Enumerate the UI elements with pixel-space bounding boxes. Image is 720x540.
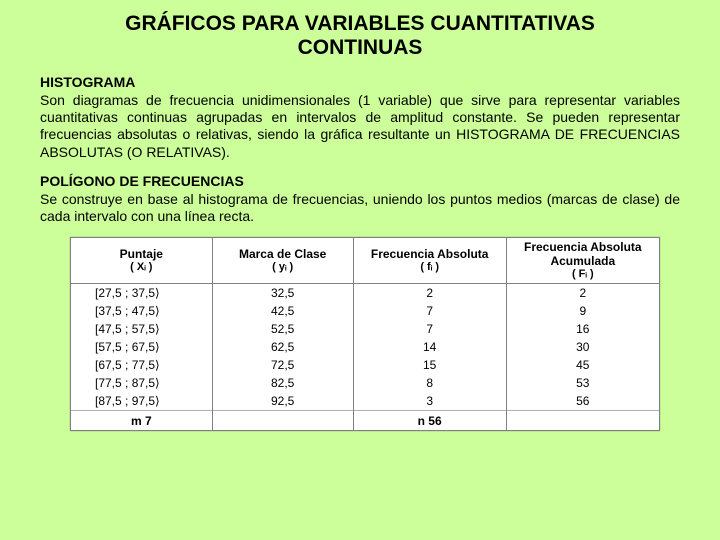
table-cell: 72,5 [212, 356, 353, 374]
col-header-puntaje: Puntaje ( Xᵢ ) [71, 238, 212, 284]
table-cell: 9 [506, 302, 659, 320]
section-heading: HISTOGRAMA [40, 74, 680, 90]
table-cell: 7 [353, 302, 506, 320]
table-cell: [57,5 ; 67,5⟩ [71, 338, 212, 356]
title-line-2: CONTINUAS [298, 36, 423, 59]
table-header-row: Puntaje ( Xᵢ ) Marca de Clase ( yᵢ ) Fre… [71, 238, 659, 284]
table-cell: [37,5 ; 47,5⟩ [71, 302, 212, 320]
section-histograma: HISTOGRAMA Son diagramas de frecuencia u… [40, 74, 680, 160]
section-body: Son diagramas de frecuencia unidimension… [40, 92, 680, 160]
table-cell: 62,5 [212, 338, 353, 356]
table-cell: 2 [353, 283, 506, 302]
section-poligono: POLÍGONO DE FRECUENCIAS Se construye en … [40, 173, 680, 225]
table-row: [37,5 ; 47,5⟩42,579 [71, 302, 659, 320]
page-title: GRÁFICOS PARA VARIABLES CUANTITATIVAS CO… [40, 12, 680, 60]
section-heading: POLÍGONO DE FRECUENCIAS [40, 173, 680, 189]
footer-n: n 56 [353, 410, 506, 430]
col-header-marca: Marca de Clase ( yᵢ ) [212, 238, 353, 284]
table-cell: 42,5 [212, 302, 353, 320]
table-cell: [27,5 ; 37,5⟩ [71, 283, 212, 302]
footer-m: m 7 [71, 410, 212, 430]
table-cell: 45 [506, 356, 659, 374]
table-cell: 8 [353, 374, 506, 392]
table-cell: [47,5 ; 57,5⟩ [71, 320, 212, 338]
table-cell: 30 [506, 338, 659, 356]
table-cell: 32,5 [212, 283, 353, 302]
table-cell: 2 [506, 283, 659, 302]
col-header-frec-abs: Frecuencia Absoluta ( fᵢ ) [353, 238, 506, 284]
table-cell: 56 [506, 392, 659, 411]
table-cell: [87,5 ; 97,5⟩ [71, 392, 212, 411]
table-cell: 15 [353, 356, 506, 374]
table-cell: 7 [353, 320, 506, 338]
table-footer-row: m 7 n 56 [71, 410, 659, 430]
table-cell: [67,5 ; 77,5⟩ [71, 356, 212, 374]
table-row: [57,5 ; 67,5⟩62,51430 [71, 338, 659, 356]
title-line-1: GRÁFICOS PARA VARIABLES CUANTITATIVAS [125, 12, 595, 35]
frequency-table-container: Puntaje ( Xᵢ ) Marca de Clase ( yᵢ ) Fre… [70, 237, 660, 431]
table-row: [67,5 ; 77,5⟩72,51545 [71, 356, 659, 374]
table-row: [77,5 ; 87,5⟩82,5853 [71, 374, 659, 392]
table-cell: 53 [506, 374, 659, 392]
table-row: [87,5 ; 97,5⟩92,5356 [71, 392, 659, 411]
table-body: [27,5 ; 37,5⟩32,522[37,5 ; 47,5⟩42,579[4… [71, 283, 659, 410]
table-cell: 16 [506, 320, 659, 338]
table-cell: [77,5 ; 87,5⟩ [71, 374, 212, 392]
table-row: [47,5 ; 57,5⟩52,5716 [71, 320, 659, 338]
table-cell: 52,5 [212, 320, 353, 338]
table-cell: 14 [353, 338, 506, 356]
table-cell: 3 [353, 392, 506, 411]
table-row: [27,5 ; 37,5⟩32,522 [71, 283, 659, 302]
table-cell: 82,5 [212, 374, 353, 392]
frequency-table: Puntaje ( Xᵢ ) Marca de Clase ( yᵢ ) Fre… [71, 238, 659, 430]
col-header-frec-acum: Frecuencia Absoluta Acumulada ( Fᵢ ) [506, 238, 659, 284]
table-cell: 92,5 [212, 392, 353, 411]
section-body: Se construye en base al histograma de fr… [40, 191, 680, 225]
